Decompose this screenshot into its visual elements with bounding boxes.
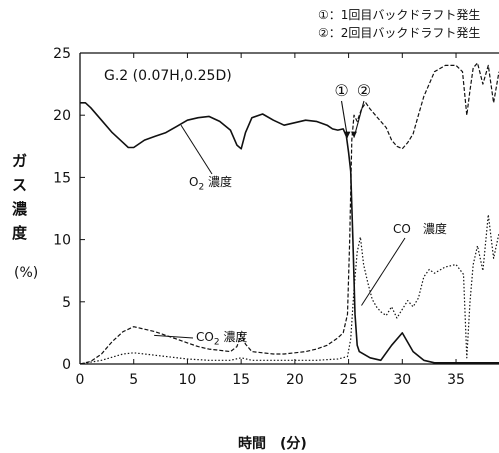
event-marker-arrow — [340, 100, 349, 138]
co-series-annotation: CO 濃度 — [393, 222, 447, 236]
x-tick-label: 15 — [232, 372, 250, 388]
series-line-3 — [80, 214, 499, 364]
panel-label: G.2 (0.07H,0.25D) — [104, 68, 232, 84]
y-axis-title-char: 度 — [12, 224, 28, 242]
co-annotation-leader — [361, 237, 406, 306]
x-tick-label: 10 — [179, 372, 197, 388]
event-marker-label: ② — [357, 81, 371, 100]
y-tick-label: 0 — [62, 357, 71, 373]
y-axis-unit: (%) — [14, 265, 39, 281]
x-tick-label: 0 — [76, 372, 85, 388]
x-tick-label: 25 — [340, 372, 358, 388]
x-tick-label: 5 — [129, 372, 138, 388]
y-tick-label: 15 — [53, 170, 71, 186]
y-tick-label: 10 — [53, 233, 71, 249]
event-marker-arrow — [353, 100, 365, 138]
event-marker-arrowhead — [350, 131, 357, 138]
o2-annotation-leader — [180, 124, 213, 175]
y-axis-title-char: ス — [12, 176, 28, 194]
y-tick-label: 5 — [62, 295, 71, 311]
legend-note-1: ①：1回目バックドラフト発生 — [318, 8, 481, 22]
legend-note-2: ②：2回目バックドラフト発生 — [318, 26, 481, 40]
series-line-2 — [80, 62, 499, 364]
x-tick-label: 35 — [447, 372, 465, 388]
event-marker-label: ① — [334, 81, 348, 100]
y-axis-title-char: ガ — [12, 152, 28, 170]
co2-annotation-leader — [154, 334, 194, 339]
x-tick-label: 20 — [286, 372, 304, 388]
y-tick-label: 25 — [53, 46, 71, 62]
x-axis-title: 時間 (分) — [238, 436, 307, 452]
y-axis-title-char: 濃 — [12, 200, 28, 218]
event-marker-arrowhead — [344, 131, 351, 138]
y-tick-label: 20 — [53, 108, 71, 124]
co2-series-annotation: CO2 濃度 — [196, 330, 248, 348]
series-line-1 — [80, 102, 499, 364]
x-tick-label: 30 — [393, 372, 411, 388]
o2-series-annotation: O2 濃度 — [189, 175, 233, 193]
